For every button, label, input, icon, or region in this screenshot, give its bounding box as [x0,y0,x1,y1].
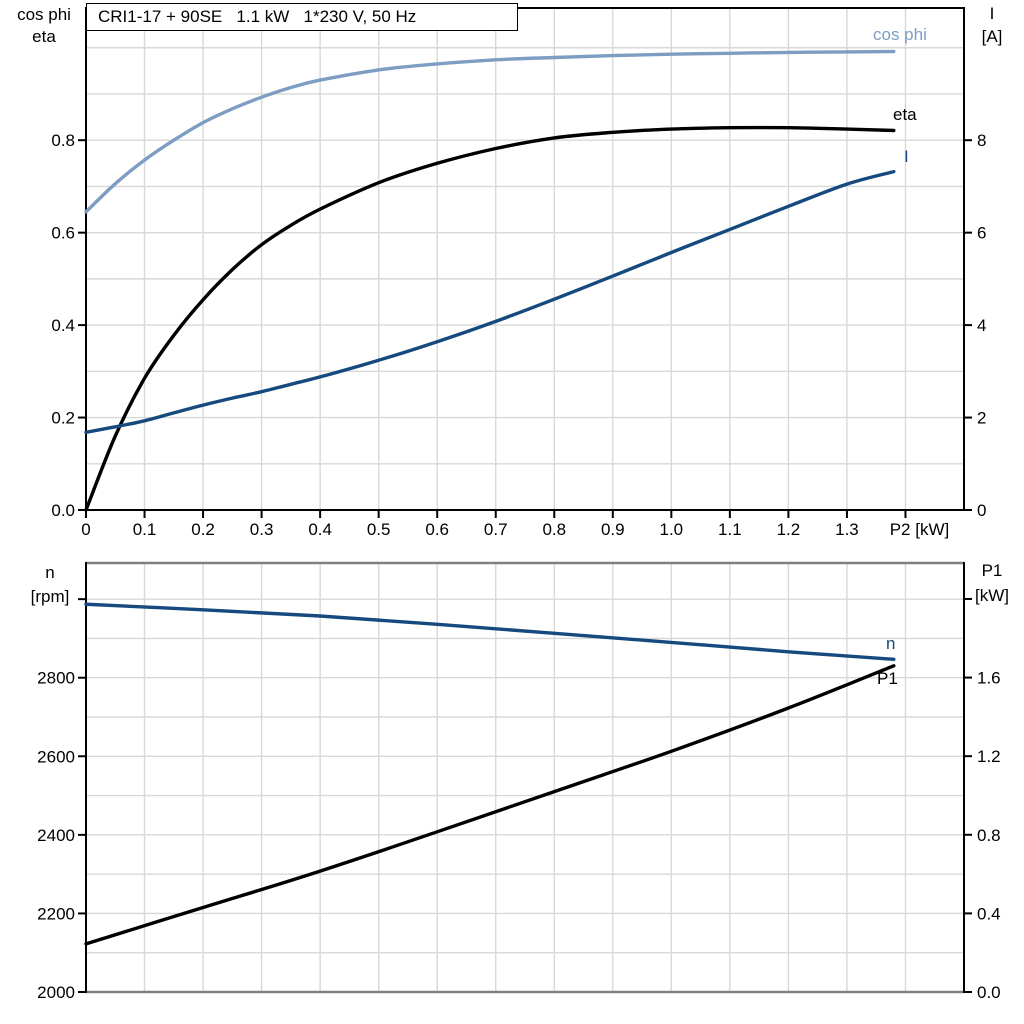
curve-eta [84,125,896,512]
bottom-left-axis-title-line1: n [45,563,55,582]
cos-phi-curve-label: cos phi [873,25,927,44]
curve-speed-n [84,602,896,661]
left-axis-tick-label: 0.0 [51,501,75,520]
right-axis-tick-label: 8 [977,131,986,150]
bottom-right-axis-title-line2: [kW] [975,586,1009,605]
bottom-left-axis-title-line2: [rpm] [30,587,70,606]
speed-curve-label: n [886,634,896,653]
curve-current-I [84,169,896,435]
right-axis-tick-label: 0.8 [977,826,1001,845]
chart-title-box: CRI1-17 + 90SE 1.1 kW 1*230 V, 50 Hz [86,3,518,31]
left-axis-tick-label: 0.4 [51,316,75,335]
x-axis-tick-label: 1.0 [660,520,684,539]
power-curve-label: P1 [877,669,898,688]
right-axis-tick-label: 6 [977,224,986,243]
x-axis-tick-label: 0.8 [542,520,566,539]
left-axis-tick-label: 2000 [37,983,75,1002]
left-axis-tick-label: 2400 [37,826,75,845]
right-axis-tick-label: 2 [977,409,986,428]
x-axis-tick-label: 0.3 [250,520,274,539]
x-axis-tick-label: 0.9 [601,520,625,539]
bottom-right-axis-title-line1: P1 [981,561,1003,580]
x-axis-tick-label: 0.1 [133,520,157,539]
left-axis-tick-label: 2800 [37,669,75,688]
top-right-axis-title-line2: [A] [981,27,1003,46]
current-curve-label: I [904,147,909,166]
right-axis-tick-label: 0.4 [977,904,1001,923]
eta-curve-label: eta [893,105,917,124]
left-axis-tick-label: 2200 [37,904,75,923]
x-axis-tick-label: 0.2 [191,520,215,539]
left-axis-tick-label: 2600 [37,747,75,766]
right-axis-tick-label: 1.2 [977,747,1001,766]
top-left-axis-title-line1: cos phi [17,5,71,24]
top-left-axis-title-line2: eta [32,27,56,46]
x-axis-tick-label: 0.4 [308,520,332,539]
left-axis-tick-label: 0.6 [51,224,75,243]
x-axis-tick-label: 1.3 [835,520,859,539]
curve-cos-phi [84,49,896,214]
top-right-axis-title-line1: I [989,4,995,23]
x-axis-tick-label: 1.1 [718,520,742,539]
left-axis-tick-label: 0.2 [51,409,75,428]
x-axis-tick-label: 1.2 [777,520,801,539]
right-axis-tick-label: 1.6 [977,669,1001,688]
left-axis-tick-label: 0.8 [51,131,75,150]
x-axis-tick-label: 0.5 [367,520,391,539]
x-axis-tick-label: P2 [kW] [890,520,950,539]
x-axis-tick-label: 0.6 [425,520,449,539]
right-axis-tick-label: 0.0 [977,983,1001,1002]
curve-power-P1 [84,664,896,946]
x-axis-tick-label: 0.7 [484,520,508,539]
right-axis-tick-label: 4 [977,316,986,335]
right-axis-tick-label: 0 [977,501,986,520]
x-axis-tick-label: 0 [81,520,90,539]
